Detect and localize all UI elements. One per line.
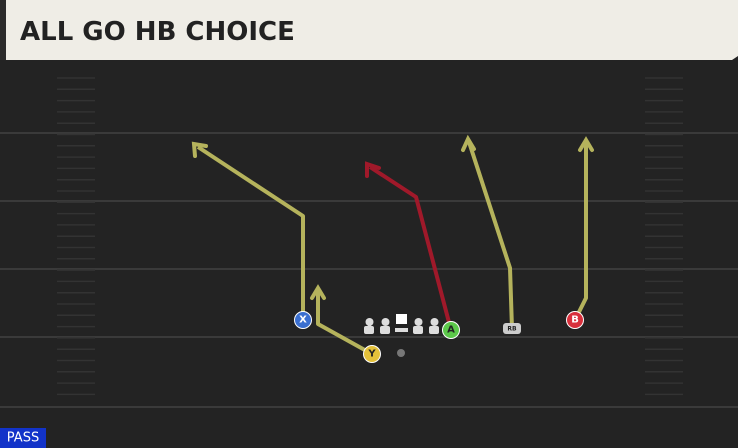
yard-lines	[0, 132, 738, 408]
play-type-badge	[0, 428, 46, 448]
play-title: ALL GO HB CHOICE	[20, 17, 295, 47]
play-type: PASS	[7, 431, 39, 446]
player-x	[294, 311, 312, 329]
hash-marks	[57, 77, 683, 396]
route-a	[368, 165, 453, 331]
player-a	[442, 321, 460, 339]
player-b	[566, 311, 584, 329]
player-label: RB	[507, 326, 517, 333]
route-x	[196, 145, 305, 320]
ball	[397, 349, 405, 357]
player-label: A	[447, 325, 455, 336]
player-label: X	[299, 315, 307, 326]
player-y	[363, 345, 381, 363]
player-rb	[503, 323, 521, 334]
route-rb	[467, 141, 514, 330]
player-label: B	[571, 315, 579, 326]
linemen	[364, 314, 439, 334]
route-y	[316, 292, 373, 356]
route-arrows	[191, 134, 594, 300]
player-label: Y	[367, 349, 376, 360]
header-bar	[0, 0, 738, 60]
header-accent	[0, 0, 6, 60]
